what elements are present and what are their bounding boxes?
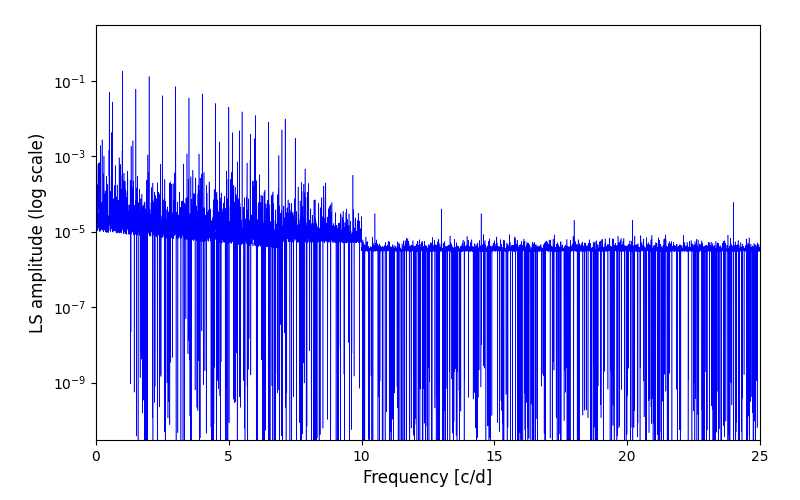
Y-axis label: LS amplitude (log scale): LS amplitude (log scale) [30, 132, 47, 332]
X-axis label: Frequency [c/d]: Frequency [c/d] [363, 470, 493, 488]
